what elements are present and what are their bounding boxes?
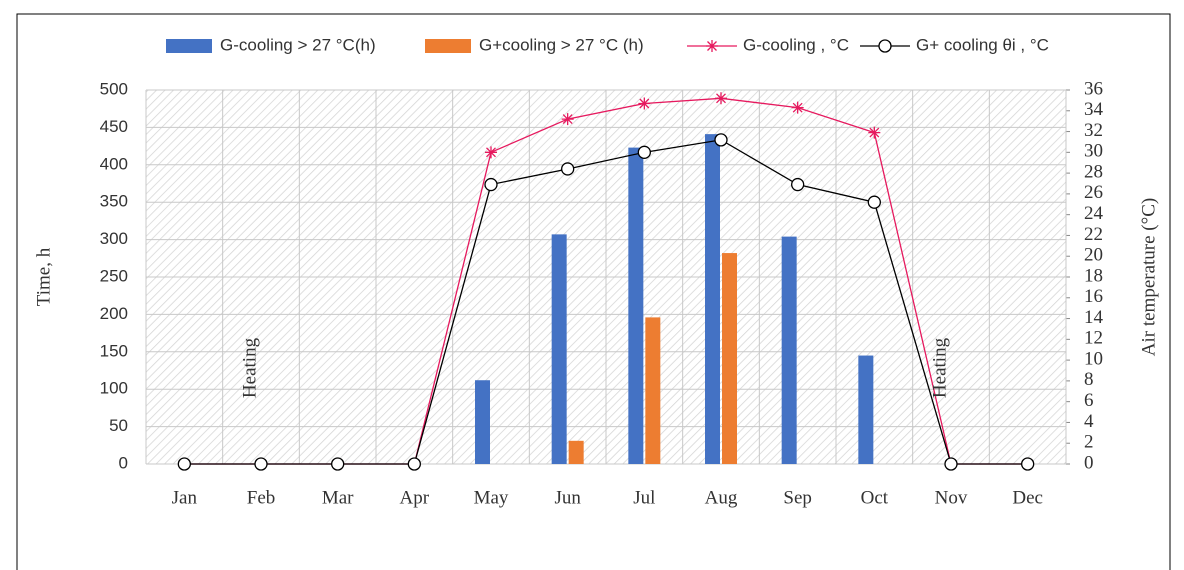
marker-circle [331,457,345,471]
annotation: Heating [239,337,260,398]
y-axis-title: Time, h [33,247,54,306]
x-tick-label: Aug [705,487,738,508]
bar [781,236,797,464]
y2-tick-label: 26 [1084,182,1103,203]
y-tick-label: 200 [100,304,128,323]
marker-star [638,97,651,110]
y2-tick-label: 30 [1084,141,1103,162]
annotation: Heating [929,337,950,398]
y-tick-label: 0 [119,453,128,472]
marker-star [715,92,727,105]
y-tick-label: 50 [109,416,128,435]
legend-swatch [166,39,212,53]
bar [705,134,720,464]
x-tick-label: May [474,487,509,508]
y2-tick-label: 14 [1084,307,1104,328]
marker-star [485,146,497,159]
line [184,139,1028,465]
y2-tick-label: 8 [1084,369,1094,390]
y2-tick-label: 36 [1084,78,1103,99]
legend-label: G-cooling , °C [743,35,849,54]
x-tick-label: Apr [400,487,430,508]
x-tick-label: Jul [633,487,655,508]
y-tick-label: 350 [100,192,128,211]
bar [645,317,661,464]
x-tick-label: Feb [247,487,276,508]
x-tick-label: Dec [1012,487,1043,508]
x-tick-label: Mar [322,487,354,508]
x-tick-label: Jan [172,487,198,508]
y-tick-label: 250 [100,266,128,285]
marker-circle [1021,457,1035,471]
y2-tick-label: 34 [1084,99,1104,120]
y2-tick-label: 18 [1084,265,1103,286]
marker-circle [561,162,575,176]
marker-star [791,101,804,114]
x-tick-label: Sep [783,487,812,508]
y2-tick-label: 6 [1084,390,1094,411]
x-tick-label: Jun [554,487,581,508]
y-tick-label: 100 [100,379,128,398]
y2-tick-label: 4 [1084,411,1094,432]
y-tick-label: 450 [100,117,128,136]
marker-circle [254,457,268,471]
marker-circle [637,145,651,159]
legend-swatch [425,39,471,53]
y2-tick-label: 28 [1084,161,1103,182]
x-tick-label: Oct [861,487,889,508]
bar [568,440,584,464]
y-tick-label: 400 [100,154,128,173]
bar [551,234,567,464]
y2-tick-label: 10 [1084,348,1103,369]
marker-circle [791,177,805,192]
y2-tick-label: 24 [1084,203,1104,224]
y2-tick-label: 20 [1084,245,1103,266]
legend-label: G+ cooling θi , °C [916,35,1049,54]
marker-circle [867,195,881,209]
y-tick-label: 300 [100,229,128,248]
marker-circle [177,457,191,471]
marker-circle [878,39,892,53]
bar [858,355,874,464]
marker-star [706,40,718,52]
y2-tick-label: 12 [1084,328,1103,349]
marker-circle [944,457,958,471]
y-tick-label: 150 [100,341,128,360]
x-tick-label: Nov [935,487,968,508]
y-tick-label: 500 [100,79,128,98]
marker-circle [714,133,728,147]
y2-tick-label: 2 [1084,432,1094,453]
frame [16,13,1171,570]
y2-tick-label: 22 [1084,224,1103,245]
bar [628,147,644,464]
y2-tick-label: 16 [1084,286,1103,307]
bar [475,380,490,464]
y2-axis-title: Air temperature (°C) [1138,198,1159,356]
legend-label: G-cooling > 27 °C(h) [220,35,376,54]
bar [722,253,737,464]
marker-circle [484,177,498,192]
marker-circle [407,457,421,471]
y2-tick-label: 32 [1084,120,1103,141]
marker-star [868,126,881,139]
y2-tick-label: 0 [1084,452,1094,473]
legend-label: G+cooling > 27 °C (h) [479,35,644,54]
marker-star [561,113,574,126]
